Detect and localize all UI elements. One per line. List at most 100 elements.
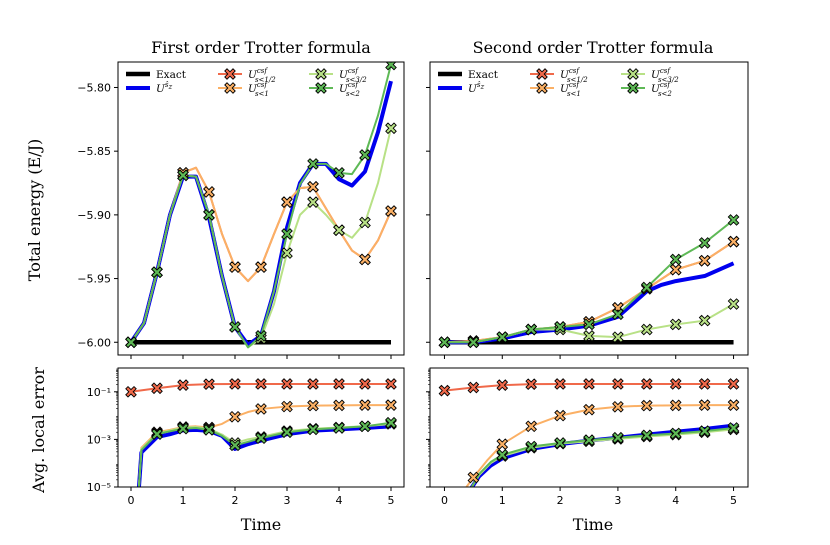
legend-label: Uŝz	[156, 81, 172, 95]
marker-u1	[698, 399, 711, 411]
marker-u1	[698, 254, 711, 267]
y-tick-label: −5.85	[77, 145, 111, 158]
marker-u2	[438, 336, 451, 349]
legend-marker	[536, 82, 548, 94]
marker-u12	[151, 382, 163, 395]
marker-u2	[333, 422, 345, 434]
legend-label: Ucsf s<1/2	[560, 67, 588, 84]
legend-marker	[627, 82, 639, 94]
x-tick-label: 4	[672, 494, 679, 507]
marker-u2	[496, 331, 509, 344]
marker-u12	[612, 378, 624, 390]
marker-u2	[307, 423, 319, 436]
series-line-u2	[137, 421, 392, 487]
marker-u2	[125, 336, 137, 349]
marker-u1	[255, 403, 267, 415]
legend-entry-usz: Uŝz	[438, 81, 484, 95]
legend-entry-u32: Ucsf s<3/2	[309, 67, 367, 84]
legend-label: Ucsf s<1/2	[248, 67, 276, 84]
marker-u12	[727, 378, 740, 390]
marker-u2	[698, 237, 711, 249]
legend-marker	[315, 68, 327, 80]
marker-u2	[640, 281, 653, 294]
marker-u2	[496, 449, 509, 461]
panel-bottom-left: 0 1 2 3 4 5 10⁻⁵ 10⁻³ 10⁻¹	[87, 367, 405, 507]
marker-u2	[612, 431, 624, 444]
marker-u1	[359, 399, 371, 411]
marker-u2	[281, 426, 293, 439]
series-line-u32	[130, 128, 392, 349]
marker-u12	[385, 378, 397, 390]
y-tick-label: 10⁻¹	[87, 386, 111, 399]
legend-label: Ucsf s<3/2	[339, 67, 367, 84]
legend-entry-u12: Ucsf s<1/2	[218, 67, 276, 84]
marker-u1	[385, 205, 397, 217]
marker-u12	[359, 378, 371, 390]
legend-label: Ucsf s<3/2	[651, 67, 679, 84]
legend-marker	[224, 68, 236, 80]
series-line-usz	[136, 424, 392, 487]
marker-u1	[255, 261, 267, 273]
plot-area	[438, 378, 740, 487]
axes-frame	[429, 61, 749, 356]
marker-u2	[554, 321, 566, 333]
x-tick-label: 1	[180, 494, 187, 507]
legend-entry-usz: Uŝz	[126, 81, 172, 95]
marker-u1	[281, 400, 293, 413]
marker-u32	[669, 318, 682, 331]
marker-u2	[612, 308, 624, 321]
xlabel-left: Time	[241, 515, 281, 534]
marker-u2	[640, 429, 653, 442]
legend-entry-u32: Ucsf s<3/2	[621, 67, 679, 84]
x-tick-label: 3	[284, 494, 291, 507]
legend-entry-exact: Exact	[438, 69, 499, 81]
marker-u1	[467, 471, 480, 484]
marker-u1	[359, 253, 371, 266]
marker-u2	[203, 209, 215, 221]
title-second-order: Second order Trotter formula	[473, 38, 714, 57]
marker-u32	[698, 314, 711, 327]
y-tick-label: 10⁻³	[87, 433, 111, 446]
marker-u12	[640, 378, 653, 390]
marker-u2	[229, 321, 241, 333]
series-line-u2	[470, 426, 734, 487]
plot-area	[125, 378, 397, 487]
marker-u2	[203, 424, 215, 436]
x-tick-label: 1	[499, 494, 506, 507]
y-tick-label: −5.80	[77, 81, 111, 94]
marker-u2	[727, 422, 740, 434]
marker-u2	[583, 318, 595, 331]
marker-u1	[583, 403, 595, 416]
marker-u32	[727, 298, 740, 310]
series-line-u12	[130, 166, 392, 343]
legend-entry-u2: Ucsf s<2	[309, 81, 360, 98]
marker-u1	[496, 438, 509, 450]
marker-u2	[467, 336, 480, 349]
y-tick-label: −5.95	[77, 273, 111, 286]
axes-frame	[117, 61, 405, 356]
marker-u12	[229, 378, 241, 390]
marker-u1	[281, 196, 293, 208]
marker-u2	[698, 425, 711, 437]
marker-u12	[281, 378, 293, 390]
legend-marker	[627, 68, 639, 80]
marker-u32	[359, 216, 371, 229]
marker-u2	[359, 420, 371, 433]
marker-u32	[333, 224, 345, 236]
marker-u1	[229, 410, 241, 423]
y-tick-label: −5.90	[77, 209, 111, 222]
marker-u32	[640, 323, 653, 336]
marker-u2	[583, 434, 595, 446]
x-tick-label: 2	[557, 494, 564, 507]
marker-u32	[612, 331, 624, 344]
series-line-u2	[130, 64, 392, 349]
x-tick-label: 5	[388, 494, 395, 507]
legend-entry-u1: Ucsf s<1	[530, 81, 581, 98]
marker-u12	[496, 379, 509, 391]
legend-label: Ucsf s<2	[339, 81, 360, 98]
marker-u2	[151, 428, 163, 440]
